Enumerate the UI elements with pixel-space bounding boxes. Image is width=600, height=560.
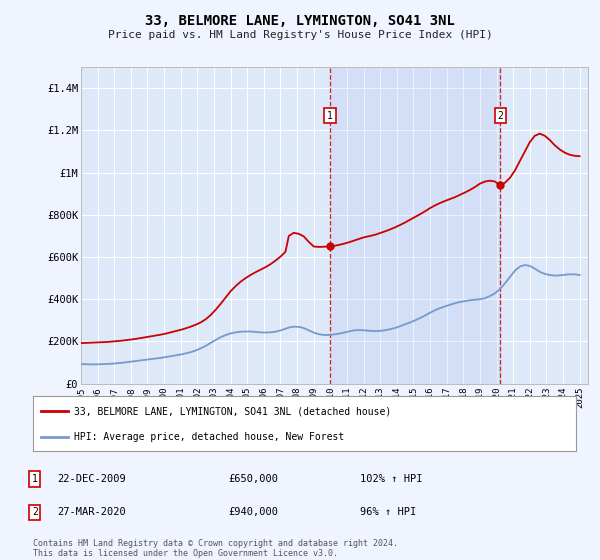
Text: 96% ↑ HPI: 96% ↑ HPI: [360, 507, 416, 517]
Text: Contains HM Land Registry data © Crown copyright and database right 2024.
This d: Contains HM Land Registry data © Crown c…: [33, 539, 398, 558]
Text: 102% ↑ HPI: 102% ↑ HPI: [360, 474, 422, 484]
Text: 27-MAR-2020: 27-MAR-2020: [57, 507, 126, 517]
Text: 22-DEC-2009: 22-DEC-2009: [57, 474, 126, 484]
Text: 2: 2: [32, 507, 38, 517]
Text: 2: 2: [497, 111, 503, 121]
Text: £650,000: £650,000: [228, 474, 278, 484]
Text: 33, BELMORE LANE, LYMINGTON, SO41 3NL (detached house): 33, BELMORE LANE, LYMINGTON, SO41 3NL (d…: [74, 407, 391, 416]
Text: £940,000: £940,000: [228, 507, 278, 517]
Text: 33, BELMORE LANE, LYMINGTON, SO41 3NL: 33, BELMORE LANE, LYMINGTON, SO41 3NL: [145, 14, 455, 28]
Text: 1: 1: [32, 474, 38, 484]
Text: HPI: Average price, detached house, New Forest: HPI: Average price, detached house, New …: [74, 432, 344, 442]
Text: 1: 1: [327, 111, 333, 121]
Bar: [330, 67, 500, 384]
Text: Price paid vs. HM Land Registry's House Price Index (HPI): Price paid vs. HM Land Registry's House …: [107, 30, 493, 40]
